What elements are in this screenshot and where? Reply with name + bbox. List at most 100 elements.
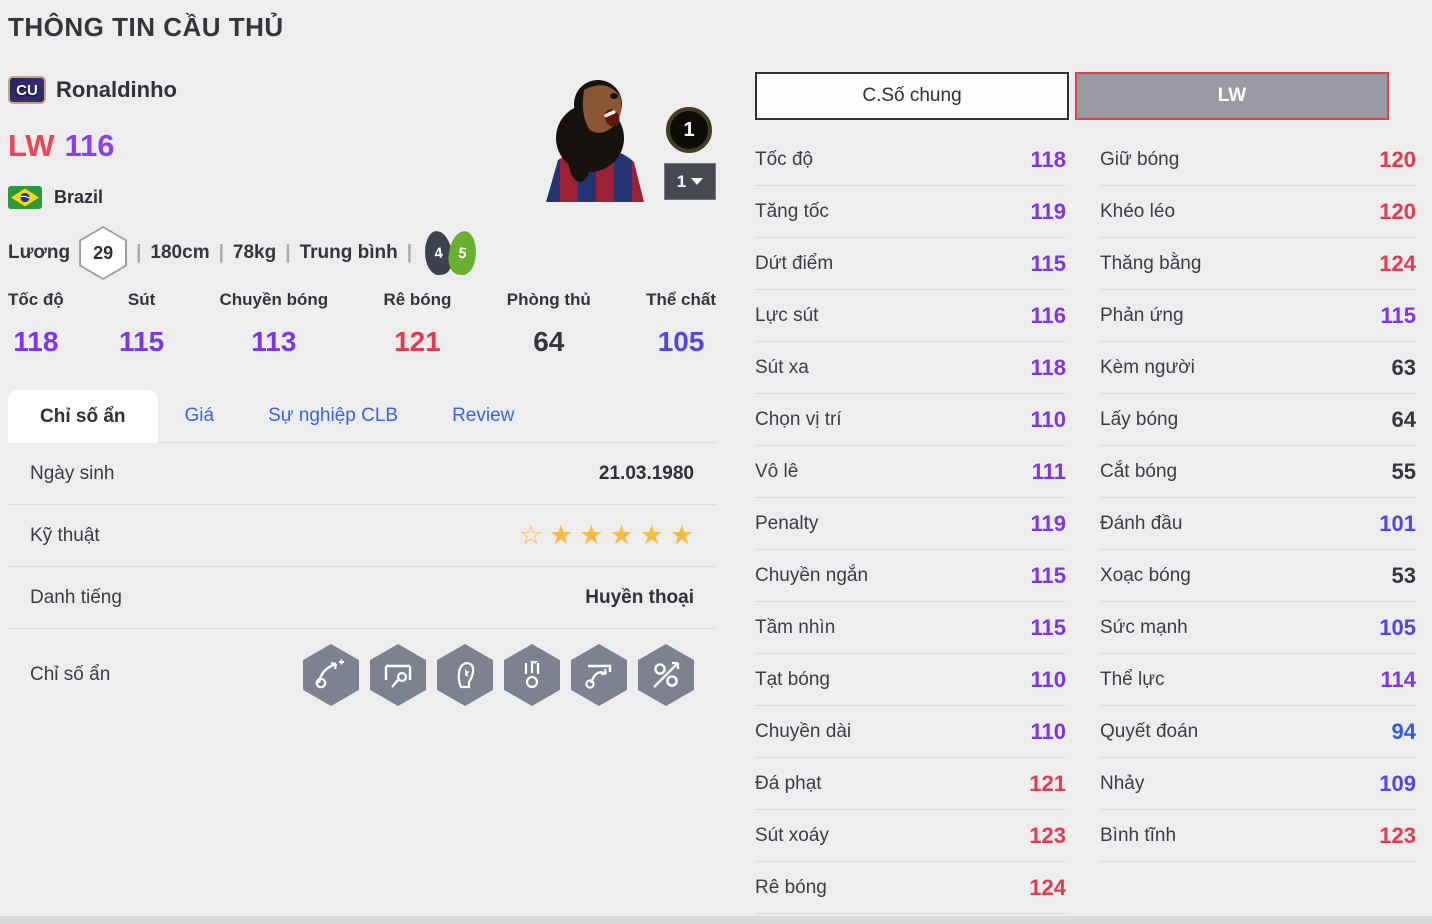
player-form: Trung bình xyxy=(299,242,398,263)
summary-stat-value: 121 xyxy=(394,326,441,357)
stat-value: 115 xyxy=(1380,302,1417,328)
summary-stat-label: Chuyền bóng xyxy=(219,290,329,309)
long-shot-icon xyxy=(370,644,426,706)
stat-value: 111 xyxy=(1031,458,1066,484)
stat-value: 124 xyxy=(1029,874,1066,900)
page-title: THÔNG TIN CẦU THỦ xyxy=(8,12,284,42)
stat-row: Vô lê 111 xyxy=(755,446,1066,498)
stat-value: 121 xyxy=(1029,770,1066,796)
stat-value: 119 xyxy=(1030,510,1067,536)
stat-value: 53 xyxy=(1391,562,1416,588)
stat-value: 120 xyxy=(1379,198,1416,224)
summary-stat-label: Phòng thủ xyxy=(506,290,591,309)
stat-label: Lấy bóng xyxy=(1100,408,1179,430)
fame-value: Huyền thoại xyxy=(585,586,694,608)
player-class-badge: CU xyxy=(8,76,46,104)
summary-stat: Sút 115 xyxy=(119,290,164,358)
stat-row: Chọn vị trí 110 xyxy=(755,394,1066,446)
summary-stat: Tốc độ 118 xyxy=(8,290,64,358)
divider: | xyxy=(136,242,142,263)
stat-tab-position[interactable]: LW xyxy=(1075,72,1389,120)
fame-label: Danh tiếng xyxy=(30,586,122,608)
birth-row: Ngày sinh 21.03.1980 xyxy=(8,443,716,505)
stat-label: Kèm người xyxy=(1100,356,1195,378)
stat-label: Nhảy xyxy=(1100,772,1145,794)
brazil-flag-icon xyxy=(8,186,42,209)
tab-price[interactable]: Giá xyxy=(184,405,215,426)
stat-value: 110 xyxy=(1030,666,1067,692)
tab-hidden-stats[interactable]: Chỉ số ẩn xyxy=(8,390,158,443)
stat-row: Xoạc bóng 53 xyxy=(1100,550,1416,602)
stat-label: Tốc độ xyxy=(755,148,814,170)
curved-pass-icon xyxy=(303,644,359,706)
flip-flap-icon xyxy=(571,644,627,706)
stat-row: Sút xa 118 xyxy=(755,342,1066,394)
player-name-row: CU Ronaldinho xyxy=(8,76,177,104)
player-ovr: 116 xyxy=(64,128,115,163)
summary-stat: Rê bóng 121 xyxy=(383,290,451,358)
stat-value: 115 xyxy=(1030,614,1067,640)
summary-stat: Thể chất 105 xyxy=(646,290,716,358)
stat-value: 119 xyxy=(1030,198,1067,224)
stat-label: Giữ bóng xyxy=(1100,148,1180,170)
stat-value: 116 xyxy=(1030,302,1067,328)
stat-row: Lấy bóng 64 xyxy=(1100,394,1416,446)
stat-row: Khéo léo 120 xyxy=(1100,186,1416,238)
stat-value: 63 xyxy=(1391,354,1416,380)
position-stats-list: Giữ bóng 120 Khéo léo 120 Thăng bằng 124 Phản … xyxy=(1100,134,1416,862)
stat-row: Tạt bóng 110 xyxy=(755,654,1066,706)
stat-row: Kèm người 63 xyxy=(1100,342,1416,394)
stat-label: Sút xa xyxy=(755,356,809,378)
divider: | xyxy=(406,242,413,263)
tab-review[interactable]: Review xyxy=(452,405,515,426)
stat-row: Đánh đầu 101 xyxy=(1100,498,1416,550)
summary-stat-label: Rê bóng xyxy=(383,290,452,309)
stat-value: 123 xyxy=(1029,822,1066,848)
stat-row: Tầm nhìn 115 xyxy=(755,602,1066,654)
chevron-down-icon xyxy=(691,178,704,185)
fame-row: Danh tiếng Huyền thoại xyxy=(8,567,716,629)
stat-row: Chuyền ngắn 115 xyxy=(755,550,1066,602)
stat-row: Thể lực 114 xyxy=(1100,654,1416,706)
stat-value: 114 xyxy=(1380,666,1417,692)
salary-label: Lương xyxy=(8,242,71,263)
stat-label: Chuyền ngắn xyxy=(755,564,869,586)
stat-label: Đá phạt xyxy=(755,772,822,794)
stat-row: Quyết đoán 94 xyxy=(1100,706,1416,758)
star-filled-icon: ★ xyxy=(579,520,604,550)
stat-value: 55 xyxy=(1391,458,1416,484)
stat-row: Giữ bóng 120 xyxy=(1100,134,1416,186)
divider: | xyxy=(285,242,291,263)
stat-value: 118 xyxy=(1030,354,1067,380)
stat-value: 123 xyxy=(1379,822,1416,848)
stat-value: 110 xyxy=(1030,406,1067,432)
summary-stat-value: 115 xyxy=(119,326,165,357)
stat-row: Chuyền dài 110 xyxy=(755,706,1066,758)
summary-stat: Phòng thủ 64 xyxy=(507,290,591,358)
stat-row: Dứt điểm 115 xyxy=(755,238,1066,290)
star-outline-icon: ☆ xyxy=(518,520,543,550)
stat-label: Tầm nhìn xyxy=(755,616,836,638)
stat-row: Phản ứng 115 xyxy=(1100,290,1416,342)
stat-value: 64 xyxy=(1391,406,1416,432)
grade-select-dropdown[interactable]: 1 xyxy=(664,163,716,200)
stat-label: Bình tĩnh xyxy=(1100,824,1177,846)
player-info-row: Lương 29 | 180cm | 78kg | Trung bình | 4… xyxy=(8,226,479,280)
player-position: LW xyxy=(8,128,55,163)
stat-row: Tăng tốc 119 xyxy=(755,186,1066,238)
stat-label: Sút xoáy xyxy=(755,824,829,846)
stat-label: Xoạc bóng xyxy=(1100,564,1191,586)
stat-tab-bar: C.Số chung LW xyxy=(755,72,1389,120)
stat-label: Thể lực xyxy=(1100,668,1165,690)
stat-row: Đá phạt 121 xyxy=(755,758,1066,810)
general-stats-list: Tốc độ 118 Tăng tốc 119 Dứt điểm 115 Lực sút 11… xyxy=(755,134,1066,914)
stat-tab-general[interactable]: C.Số chung xyxy=(755,72,1069,120)
stat-label: Lực sút xyxy=(755,304,819,326)
skill-row: Kỹ thuật ☆ ★ ★ ★ ★ ★ xyxy=(8,505,716,567)
stat-label: Vô lê xyxy=(755,460,799,482)
tab-club-career[interactable]: Sự nghiệp CLB xyxy=(268,405,399,426)
birth-label: Ngày sinh xyxy=(30,462,115,484)
summary-stat-label: Thể chất xyxy=(646,290,716,309)
stat-label: Khéo léo xyxy=(1100,200,1176,222)
stat-row: Lực sút 116 xyxy=(755,290,1066,342)
